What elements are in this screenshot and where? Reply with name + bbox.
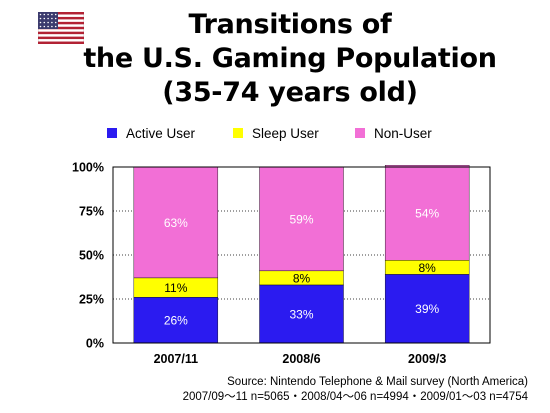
- data-label-non: 54%: [415, 206, 439, 220]
- data-label-sleep: 8%: [293, 271, 311, 285]
- legend-label-active: Active User: [126, 125, 196, 141]
- title-line-1: Transitions of: [188, 9, 392, 40]
- legend-label-sleep: Sleep User: [252, 125, 319, 141]
- data-label-active: 39%: [415, 302, 439, 316]
- y-tick-label: 100%: [72, 161, 104, 175]
- data-label-sleep: 11%: [164, 281, 187, 295]
- legend: Active User Sleep User Non-User: [0, 124, 550, 142]
- y-tick-label: 75%: [79, 205, 104, 219]
- data-label-sleep: 8%: [418, 261, 436, 275]
- x-tick-label: 2007/11: [154, 352, 199, 366]
- legend-swatch-active: [107, 128, 117, 138]
- bar-segment-active: [133, 297, 219, 344]
- bar-segment-non: [133, 166, 219, 279]
- legend-label-non: Non-User: [374, 125, 432, 141]
- x-tick-label: 2008/6: [282, 352, 320, 366]
- plot-frame: [112, 166, 491, 344]
- bar-segment-active: [259, 284, 344, 344]
- us-flag-icon: [38, 12, 84, 44]
- data-label-active: 33%: [289, 307, 313, 321]
- data-label-active: 26%: [164, 314, 188, 328]
- title-line-3: (35-74 years old): [162, 77, 418, 108]
- y-tick-label: 25%: [79, 293, 104, 307]
- source-line-1: Source: Nintendo Telephone & Mail survey…: [227, 376, 528, 388]
- legend-swatch-non: [355, 128, 365, 138]
- title-line-2: the U.S. Gaming Population: [83, 43, 497, 74]
- source-line-2: 2007/09〜11 n=5065・2008/04〜06 n=4994・2009…: [182, 391, 528, 403]
- legend-swatch-sleep: [233, 128, 243, 138]
- legend-item-non: Non-User: [355, 124, 432, 142]
- source-note: Source: Nintendo Telephone & Mail survey…: [183, 375, 528, 405]
- y-tick-label: 0%: [86, 337, 104, 351]
- legend-item-active: Active User: [107, 124, 195, 142]
- data-label-non: 63%: [164, 216, 188, 230]
- y-tick-label: 50%: [79, 249, 104, 263]
- legend-item-sleep: Sleep User: [233, 124, 319, 142]
- data-label-non: 59%: [289, 212, 313, 226]
- chart-title: Transitions of the U.S. Gaming Populatio…: [60, 8, 520, 110]
- bar-segment-non: [259, 166, 344, 272]
- bar-segment-non: [384, 165, 470, 261]
- x-tick-label: 2009/3: [408, 352, 446, 366]
- bar-segment-active: [384, 274, 470, 344]
